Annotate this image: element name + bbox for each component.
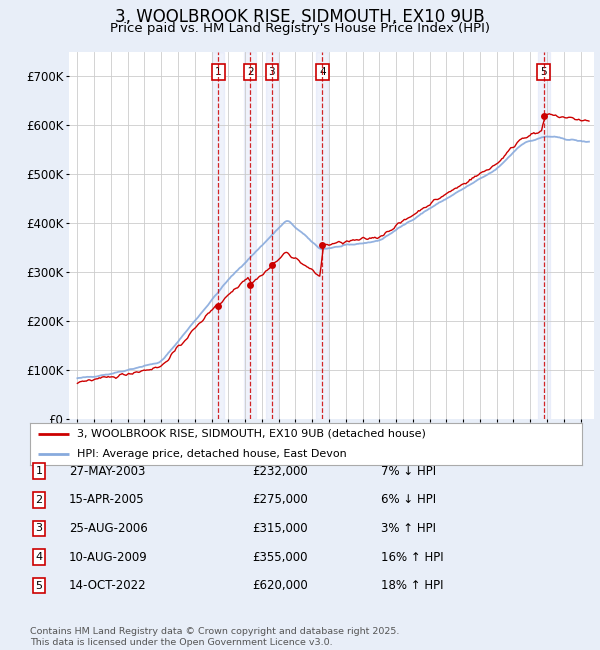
- Bar: [212, 52, 224, 419]
- Text: £315,000: £315,000: [252, 522, 308, 535]
- Text: 6% ↓ HPI: 6% ↓ HPI: [381, 493, 436, 506]
- Text: 7% ↓ HPI: 7% ↓ HPI: [381, 465, 436, 478]
- Text: 1: 1: [215, 66, 221, 77]
- Bar: [316, 52, 328, 419]
- Bar: [538, 52, 550, 419]
- Text: 16% ↑ HPI: 16% ↑ HPI: [381, 551, 443, 564]
- Text: Price paid vs. HM Land Registry's House Price Index (HPI): Price paid vs. HM Land Registry's House …: [110, 22, 490, 35]
- Text: 4: 4: [319, 66, 326, 77]
- Text: 5: 5: [541, 66, 547, 77]
- Text: 3: 3: [35, 523, 43, 534]
- Text: 27-MAY-2003: 27-MAY-2003: [69, 465, 145, 478]
- Text: 4: 4: [35, 552, 43, 562]
- Text: £355,000: £355,000: [252, 551, 308, 564]
- Text: Contains HM Land Registry data © Crown copyright and database right 2025.
This d: Contains HM Land Registry data © Crown c…: [30, 627, 400, 647]
- Text: 15-APR-2005: 15-APR-2005: [69, 493, 145, 506]
- Text: 18% ↑ HPI: 18% ↑ HPI: [381, 579, 443, 592]
- Text: 3, WOOLBROOK RISE, SIDMOUTH, EX10 9UB (detached house): 3, WOOLBROOK RISE, SIDMOUTH, EX10 9UB (d…: [77, 429, 426, 439]
- Text: HPI: Average price, detached house, East Devon: HPI: Average price, detached house, East…: [77, 449, 347, 459]
- Text: £620,000: £620,000: [252, 579, 308, 592]
- Text: 2: 2: [247, 66, 253, 77]
- Text: 10-AUG-2009: 10-AUG-2009: [69, 551, 148, 564]
- Text: 2: 2: [35, 495, 43, 505]
- Text: £232,000: £232,000: [252, 465, 308, 478]
- Bar: [244, 52, 256, 419]
- Text: 25-AUG-2006: 25-AUG-2006: [69, 522, 148, 535]
- Bar: [266, 52, 278, 419]
- Text: £275,000: £275,000: [252, 493, 308, 506]
- Text: 5: 5: [35, 580, 43, 591]
- Text: 3: 3: [269, 66, 275, 77]
- Text: 1: 1: [35, 466, 43, 476]
- Text: 14-OCT-2022: 14-OCT-2022: [69, 579, 146, 592]
- Text: 3, WOOLBROOK RISE, SIDMOUTH, EX10 9UB: 3, WOOLBROOK RISE, SIDMOUTH, EX10 9UB: [115, 8, 485, 26]
- Text: 3% ↑ HPI: 3% ↑ HPI: [381, 522, 436, 535]
